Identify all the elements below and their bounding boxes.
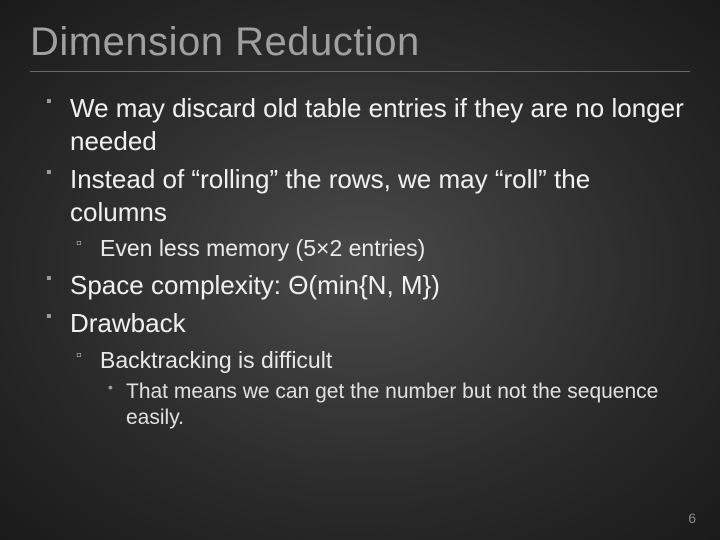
bullet-text: Backtracking is difficult bbox=[100, 347, 332, 373]
list-item: Drawback Backtracking is difficult That … bbox=[40, 307, 690, 431]
sub-bullet-list: Backtracking is difficult That means we … bbox=[70, 346, 690, 431]
list-item: Space complexity: Θ(min{N, M}) bbox=[40, 269, 690, 302]
title-divider bbox=[30, 71, 690, 72]
slide-title: Dimension Reduction bbox=[30, 20, 690, 65]
bullet-text: Instead of “rolling” the rows, we may “r… bbox=[70, 164, 590, 227]
page-number: 6 bbox=[688, 510, 696, 526]
bullet-list: We may discard old table entries if they… bbox=[40, 92, 690, 431]
sub-sub-bullet-list: That means we can get the number but not… bbox=[100, 379, 690, 432]
bullet-text: That means we can get the number but not… bbox=[126, 380, 658, 429]
bullet-text: Drawback bbox=[70, 308, 186, 338]
list-item: Even less memory (5×2 entries) bbox=[70, 234, 690, 263]
slide-content: We may discard old table entries if they… bbox=[30, 92, 690, 431]
list-item: Instead of “rolling” the rows, we may “r… bbox=[40, 163, 690, 263]
sub-bullet-list: Even less memory (5×2 entries) bbox=[70, 234, 690, 263]
bullet-text: Space complexity: Θ(min{N, M}) bbox=[70, 270, 440, 300]
list-item: We may discard old table entries if they… bbox=[40, 92, 690, 157]
bullet-text: Even less memory (5×2 entries) bbox=[100, 235, 425, 261]
slide-container: Dimension Reduction We may discard old t… bbox=[0, 0, 720, 540]
list-item: That means we can get the number but not… bbox=[100, 379, 690, 432]
list-item: Backtracking is difficult That means we … bbox=[70, 346, 690, 431]
bullet-text: We may discard old table entries if they… bbox=[70, 93, 684, 156]
